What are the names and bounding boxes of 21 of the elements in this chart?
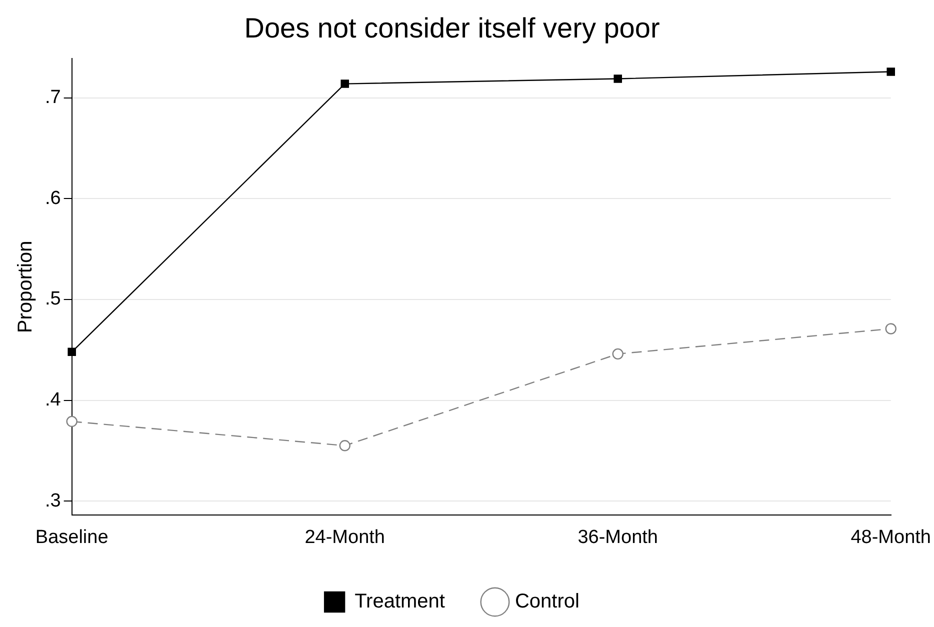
legend-label: Control	[514, 590, 580, 613]
chart-title: Does not consider itself very poor	[244, 12, 660, 44]
point	[885, 323, 896, 334]
point	[340, 80, 349, 88]
y-tick-label: .3	[44, 490, 61, 512]
point	[612, 348, 624, 360]
y-axis-title: Proportion	[14, 240, 37, 334]
x-tick-label: 36-Month	[578, 526, 658, 548]
y-tick-label: .6	[44, 188, 61, 209]
y-tick-label: .5	[44, 288, 61, 310]
point	[339, 440, 350, 452]
point	[886, 68, 895, 76]
y-tick-label: .7	[44, 87, 61, 108]
x-tick-label: 24-Month	[304, 526, 385, 548]
x-tick-label: Baseline	[35, 526, 108, 548]
point	[68, 348, 76, 356]
point	[614, 74, 622, 83]
point	[66, 416, 78, 428]
y-tick-label: .4	[44, 390, 62, 411]
x-tick-label: 48-Month	[850, 526, 932, 548]
legend-label: Treatment	[354, 590, 446, 613]
